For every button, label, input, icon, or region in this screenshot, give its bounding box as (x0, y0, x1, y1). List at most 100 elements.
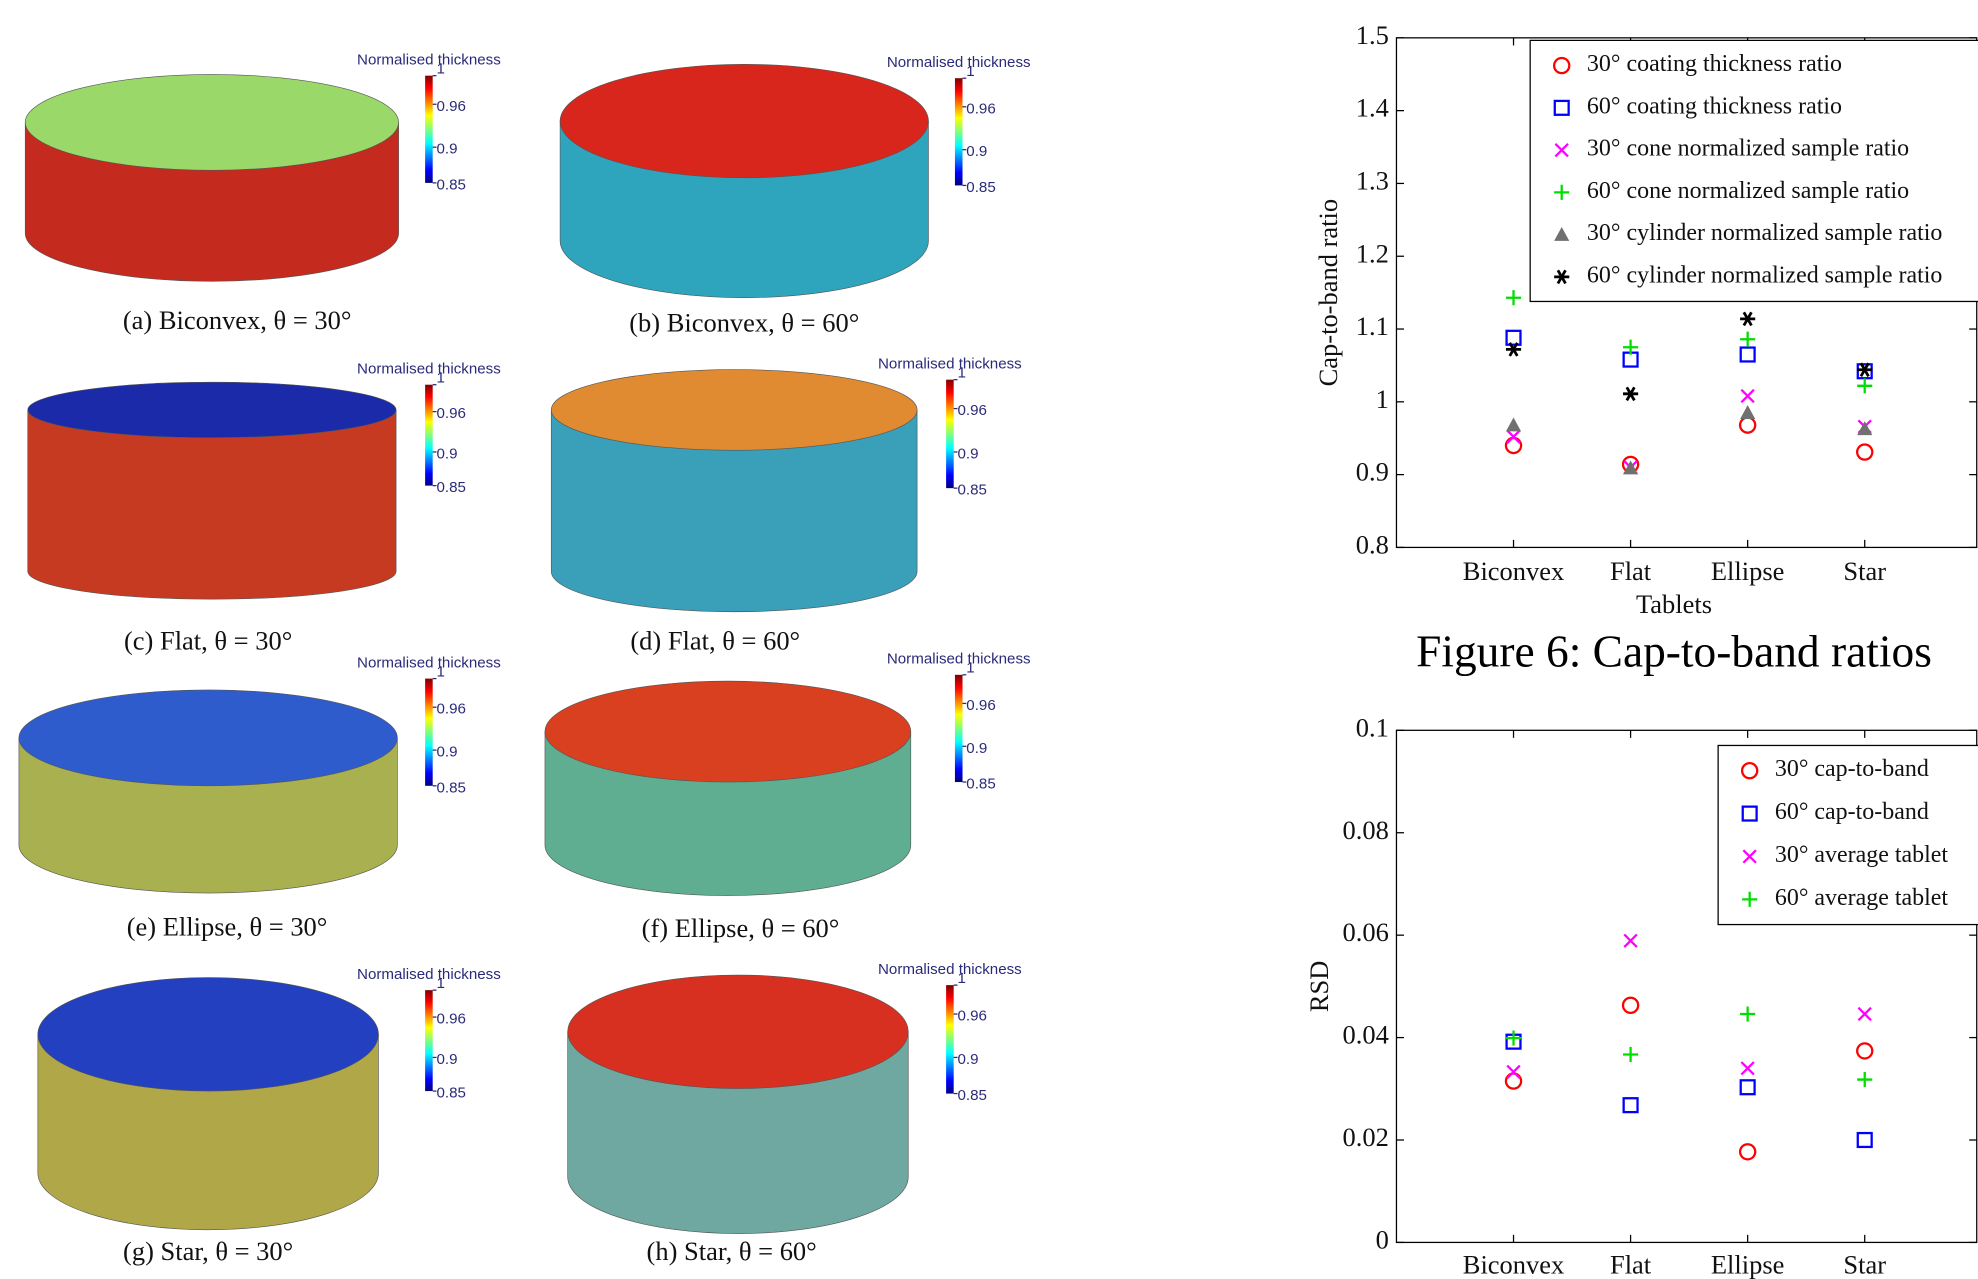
colorbar-tick-label: 0.9 (436, 446, 457, 463)
x-tick-label: Star (1843, 556, 1886, 586)
point (1623, 339, 1639, 355)
point (1857, 1072, 1873, 1088)
legend-marker (1740, 761, 1759, 780)
tablet-top (544, 680, 912, 783)
legend-label: 60° average tablet (1775, 885, 1949, 911)
tablet-side (567, 1031, 909, 1234)
legend-marker (1554, 227, 1570, 241)
colorbar (425, 75, 433, 183)
colorbar-tick-label: 0.85 (957, 1087, 986, 1104)
legend-marker (1741, 805, 1758, 822)
colorbar-tick-label: 1 (966, 63, 974, 80)
colorbar-tick-label: 1 (436, 369, 444, 386)
x-tick-label: Ellipse (1711, 556, 1785, 586)
point (1622, 1097, 1639, 1114)
point (1623, 1046, 1639, 1063)
colorbar (946, 985, 954, 1094)
colorbar (425, 990, 433, 1092)
colorbar-tick-label: 0.85 (966, 179, 995, 196)
point (1856, 1042, 1874, 1060)
y-tick-label: 0.8 (1356, 530, 1389, 560)
colorbar-tick-label: 0.85 (436, 779, 465, 796)
point (1856, 363, 1873, 380)
tablet-top (37, 977, 379, 1092)
colorbar-tick-label: 0.96 (436, 98, 465, 115)
y-axis-label: Cap-to-band ratio (1313, 199, 1343, 386)
tablet-top (27, 381, 397, 439)
x-tick-label: Flat (1610, 1250, 1652, 1279)
figure-caption: Figure 6: Cap-to-band ratios (1416, 626, 1932, 676)
colorbar-tick-label: 0.96 (436, 405, 465, 422)
point (1505, 1030, 1522, 1046)
colorbar-tick-label: 0.96 (436, 1011, 465, 1028)
y-tick-label: 1.4 (1356, 93, 1389, 123)
point (1623, 460, 1639, 475)
legend-label: 30° cone normalized sample ratio (1587, 136, 1909, 162)
plot-frame (1395, 729, 1978, 1244)
point (1857, 421, 1873, 436)
point (1856, 1131, 1873, 1149)
legend-box (1529, 39, 1978, 303)
y-tick-label: 1 (1376, 384, 1389, 414)
point (1740, 311, 1756, 327)
colorbar-title: Normalised thickness (357, 966, 501, 983)
x-tick-label: Flat (1610, 556, 1652, 586)
point (1505, 329, 1522, 346)
colorbar-tick-label: 0.96 (957, 1008, 986, 1025)
y-tick-label: 0.08 (1343, 815, 1389, 845)
point (1505, 290, 1522, 306)
colorbar-tick-label: 1 (966, 660, 974, 677)
colorbar-tick-label: 0.9 (966, 143, 987, 160)
legend-label: 30° average tablet (1775, 842, 1949, 868)
point (1857, 1006, 1872, 1022)
y-tick-label: 1.2 (1356, 238, 1389, 268)
tablet-top (550, 369, 918, 451)
colorbar-tick-label: 0.85 (436, 479, 465, 496)
point (1505, 417, 1522, 432)
colorbar (425, 678, 433, 786)
colorbar-tick-label: 0.96 (966, 697, 995, 714)
colorbar-tick-label: 0.85 (966, 776, 995, 793)
point (1740, 388, 1755, 404)
tablet-top (18, 689, 398, 787)
panel-caption: (g) Star, θ = 30° (123, 1236, 293, 1266)
colorbar (954, 674, 963, 783)
y-tick-label: 0 (1376, 1225, 1389, 1255)
point (1856, 443, 1874, 461)
point (1621, 996, 1640, 1015)
colorbar-title: Normalised thickness (878, 356, 1022, 373)
point (1739, 1079, 1756, 1096)
y-tick-label: 0.9 (1356, 457, 1389, 487)
x-tick-label: Star (1843, 1250, 1886, 1279)
panel-caption: (d) Flat, θ = 60° (630, 625, 800, 655)
colorbar-tick-label: 0.9 (957, 446, 978, 463)
y-tick-label: 0.02 (1343, 1122, 1389, 1152)
panel-caption: (h) Star, θ = 60° (647, 1236, 817, 1266)
colorbar-title: Normalised thickness (357, 654, 501, 671)
colorbar-tick-label: 0.96 (966, 100, 995, 117)
colorbar (425, 384, 433, 486)
legend-label: 60° cylinder normalized sample ratio (1587, 262, 1942, 288)
tablet-top (567, 974, 909, 1089)
legend-box (1717, 744, 1978, 926)
y-tick-label: 1.3 (1356, 166, 1389, 196)
panel-caption: (b) Biconvex, θ = 60° (629, 308, 859, 338)
legend-label: 30° coating thickness ratio (1587, 51, 1842, 77)
point (1623, 933, 1638, 948)
legend-label: 30° cylinder normalized sample ratio (1587, 220, 1942, 246)
point (1505, 342, 1522, 357)
point (1504, 436, 1523, 455)
colorbar-title: Normalised thickness (357, 52, 501, 69)
colorbar-tick-label: 0.9 (436, 744, 457, 761)
point (1857, 362, 1873, 378)
colorbar-title: Normalised thickness (357, 361, 501, 378)
point (1506, 1064, 1521, 1079)
legend-marker (1554, 184, 1570, 200)
legend-marker (1553, 56, 1571, 75)
point (1623, 386, 1639, 402)
point (1740, 331, 1756, 347)
point (1857, 378, 1873, 394)
colorbar-tick-label: 0.9 (966, 740, 987, 757)
legend-label: 60° cone normalized sample ratio (1587, 178, 1909, 204)
x-tick-label: Biconvex (1463, 1250, 1564, 1279)
